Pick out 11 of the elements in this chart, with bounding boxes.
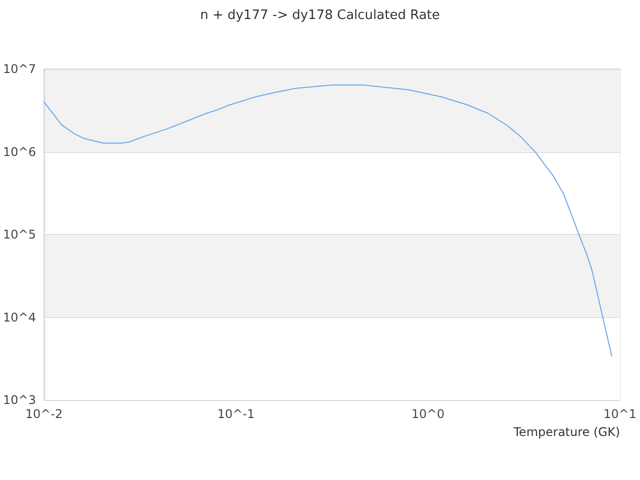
y-tick-label: 10^5 — [2, 228, 36, 242]
x-tick-label: 10^1 — [604, 407, 636, 421]
y-tick-label: 10^3 — [2, 393, 36, 407]
chart-title: n + dy177 -> dy178 Calculated Rate — [200, 8, 440, 23]
y-tick-label: 10^7 — [2, 62, 36, 76]
y-tick-label: 10^4 — [2, 310, 36, 324]
x-axis-title: Temperature (GK) — [512, 425, 620, 439]
y-tick-label: 10^6 — [2, 144, 36, 159]
x-tick-label: 10^-2 — [25, 407, 63, 421]
x-tick-label: 10^0 — [412, 407, 444, 421]
x-tick-label: 10^-1 — [217, 407, 255, 421]
